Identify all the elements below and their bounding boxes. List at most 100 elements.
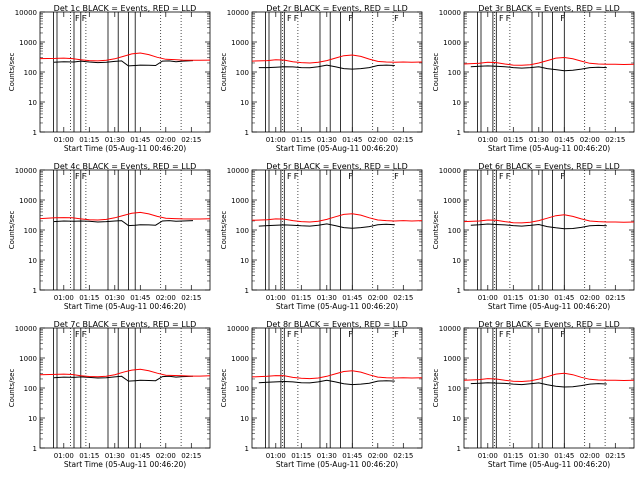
y-tick-label: 1000 — [231, 355, 249, 363]
y-tick-label: 10 — [240, 257, 249, 265]
y-tick-label: 1000 — [19, 355, 37, 363]
y-axis-label: Counts/sec — [220, 53, 228, 92]
x-tick-label: 01:45 — [130, 452, 150, 460]
panel-title: Det 4c BLACK = Events, RED = LLD — [54, 162, 197, 171]
x-tick-label: 01:30 — [105, 136, 125, 144]
x-tick-label: 02:00 — [368, 136, 388, 144]
y-tick-label: 100 — [236, 227, 249, 235]
panel-title: Det 5r BLACK = Events, RED = LLD — [266, 162, 408, 171]
series-lld-line — [463, 56, 635, 66]
flag-label: F — [506, 172, 511, 181]
x-axis-label: Start Time (05-Aug-11 00:46:20) — [64, 144, 186, 153]
x-tick-label: 01:45 — [130, 294, 150, 302]
plot-frame — [251, 327, 423, 449]
series-events-line — [53, 220, 194, 227]
y-tick-label: 100 — [236, 69, 249, 77]
x-tick-label: 01:30 — [317, 452, 337, 460]
x-tick-label: 01:00 — [54, 452, 74, 460]
x-axis-label: Start Time (05-Aug-11 00:46:20) — [488, 144, 610, 153]
x-tick-label: 01:45 — [130, 136, 150, 144]
x-tick-label: 01:15 — [503, 294, 523, 302]
flag-label: F — [348, 330, 353, 339]
x-tick-label: 02:15 — [393, 136, 413, 144]
x-axis-label: Start Time (05-Aug-11 00:46:20) — [276, 144, 398, 153]
panel-6: Det 6r BLACK = Events, RED = LLD 1 10 100 10… — [432, 162, 635, 311]
x-axis-label: Start Time (05-Aug-11 00:46:20) — [488, 460, 610, 469]
flag-label: F — [394, 14, 399, 23]
flag-label: F — [560, 330, 565, 339]
series-lld-line — [251, 370, 423, 380]
x-tick-label: 01:15 — [79, 294, 99, 302]
x-tick-label: 01:45 — [342, 294, 362, 302]
y-tick-label: 100 — [24, 227, 37, 235]
series-events-line — [53, 375, 194, 382]
flag-label: F — [394, 330, 399, 339]
y-tick-label: 10000 — [227, 325, 249, 333]
x-tick-label: 01:45 — [342, 136, 362, 144]
x-axis-label: Start Time (05-Aug-11 00:46:20) — [64, 460, 186, 469]
series-lld-line — [251, 213, 423, 223]
panel-title: Det 6r BLACK = Events, RED = LLD — [478, 162, 620, 171]
flag-label: F — [348, 14, 353, 23]
x-tick-label: 01:00 — [478, 136, 498, 144]
x-tick-label: 01:45 — [554, 136, 574, 144]
y-tick-label: 1 — [33, 129, 37, 137]
x-tick-label: 01:00 — [54, 136, 74, 144]
x-tick-label: 01:00 — [266, 452, 286, 460]
series-events-line — [258, 223, 395, 229]
y-tick-label: 10 — [28, 257, 37, 265]
y-tick-label: 1 — [245, 129, 249, 137]
flag-label: F — [75, 14, 80, 23]
y-tick-label: 10 — [452, 415, 461, 423]
series-events-line — [258, 64, 395, 70]
x-tick-label: 01:15 — [291, 136, 311, 144]
x-tick-label: 02:15 — [605, 136, 625, 144]
y-tick-label: 10000 — [439, 9, 461, 17]
panel-3: Det 3r BLACK = Events, RED = LLD 1 10 100 10… — [432, 4, 635, 153]
flag-label: F — [287, 172, 292, 181]
plot-frame — [39, 169, 211, 291]
x-tick-label: 01:15 — [503, 136, 523, 144]
flag-label: F — [560, 172, 565, 181]
x-tick-label: 01:15 — [79, 136, 99, 144]
y-axis-label: Counts/sec — [8, 211, 16, 250]
x-tick-label: 02:15 — [181, 452, 201, 460]
x-tick-label: 01:30 — [317, 294, 337, 302]
flag-label: F — [82, 14, 87, 23]
flag-label: F — [294, 172, 299, 181]
series-lld-line — [39, 368, 211, 378]
panel-4: Det 4c BLACK = Events, RED = LLD 1 10 100 10… — [8, 162, 211, 311]
y-tick-label: 100 — [448, 227, 461, 235]
flag-label: F — [394, 172, 399, 181]
plot-frame — [39, 11, 211, 133]
x-tick-label: 01:15 — [291, 294, 311, 302]
panel-title: Det 3r BLACK = Events, RED = LLD — [478, 4, 620, 13]
x-tick-label: 01:00 — [266, 136, 286, 144]
panel-9: Det 9r BLACK = Events, RED = LLD 1 10 100 10… — [432, 320, 635, 469]
y-tick-label: 1 — [457, 129, 461, 137]
x-tick-label: 02:00 — [156, 136, 176, 144]
y-tick-label: 1 — [33, 445, 37, 453]
x-tick-label: 02:00 — [156, 452, 176, 460]
x-tick-label: 01:15 — [291, 452, 311, 460]
x-tick-label: 01:00 — [478, 452, 498, 460]
y-tick-label: 10000 — [15, 167, 37, 175]
panel-2: Det 2r BLACK = Events, RED = LLD 1 10 100 10… — [220, 4, 423, 153]
y-tick-label: 10 — [28, 99, 37, 107]
plot-frame — [463, 327, 635, 449]
series-lld-line — [39, 52, 211, 62]
flag-label: F — [506, 330, 511, 339]
x-tick-label: 02:00 — [156, 294, 176, 302]
x-tick-label: 01:45 — [554, 452, 574, 460]
flag-label: F — [75, 330, 80, 339]
x-axis-label: Start Time (05-Aug-11 00:46:20) — [64, 302, 186, 311]
flag-label: F — [294, 330, 299, 339]
flag-label: F — [506, 14, 511, 23]
y-tick-label: 10000 — [15, 9, 37, 17]
y-tick-label: 1000 — [19, 197, 37, 205]
panel-title: Det 2r BLACK = Events, RED = LLD — [266, 4, 408, 13]
series-events-line — [53, 60, 194, 67]
plot-frame — [39, 327, 211, 449]
y-axis-label: Counts/sec — [432, 53, 440, 92]
